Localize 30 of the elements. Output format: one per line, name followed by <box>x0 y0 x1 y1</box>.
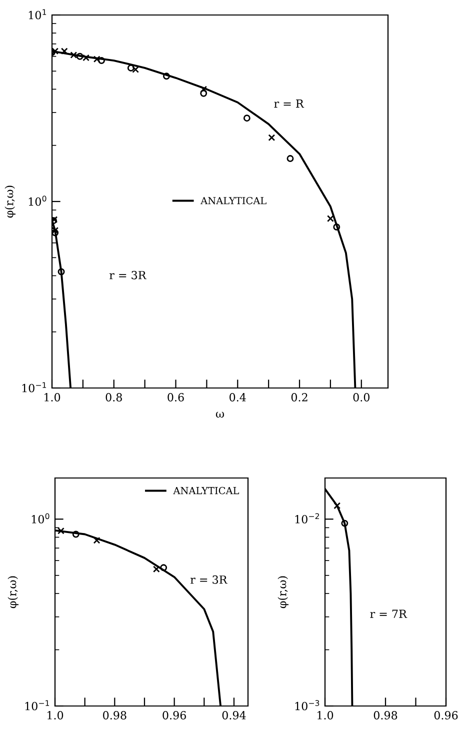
legend-label: ANALYTICAL <box>200 196 266 204</box>
y-tick-label: 10$^{−3}$ <box>295 700 320 710</box>
y-tick-label: 10$^{−1}$ <box>22 382 46 392</box>
x-tick-label: 0.98 <box>103 711 126 720</box>
x-tick-label: 0.94 <box>222 711 246 720</box>
x-tick-label: 1.0 <box>318 711 334 720</box>
x-tick-label: 0.8 <box>106 393 122 402</box>
y-tick-label: 10$^{0}$ <box>32 513 50 524</box>
y-axis-title: φ(r,ω) <box>4 186 16 218</box>
y-axis-title: φ(r,ω) <box>278 576 288 608</box>
annotation: r = R <box>274 99 304 108</box>
legend-label: ANALYTICAL <box>173 486 240 494</box>
annotation: r = 3R <box>190 575 228 584</box>
y-tick-label: 10$^{1}$ <box>28 9 46 20</box>
annotation: r = 7R <box>370 610 408 618</box>
y-axis-title: φ(r,ω) <box>8 576 18 608</box>
y-tick-label: 10$^{0}$ <box>28 196 46 206</box>
x-tick-label: 0.96 <box>162 711 186 720</box>
y-tick-label: 10$^{−2}$ <box>295 513 319 524</box>
x-tick-label: 0.2 <box>291 393 308 402</box>
annotation: r = 3R <box>110 270 147 280</box>
x-tick-label: 1.0 <box>48 711 64 720</box>
x-axis-title: ω <box>216 412 224 418</box>
x-tick-label: 0.98 <box>374 711 398 720</box>
x-tick-label: 0.6 <box>168 393 184 402</box>
x-tick-label: 0.96 <box>434 711 458 720</box>
y-tick-label: 10$^{−1}$ <box>25 700 50 710</box>
x-tick-label: 0.4 <box>230 393 246 402</box>
x-tick-label: 1.0 <box>44 393 60 402</box>
x-tick-label: 0.0 <box>353 393 370 402</box>
